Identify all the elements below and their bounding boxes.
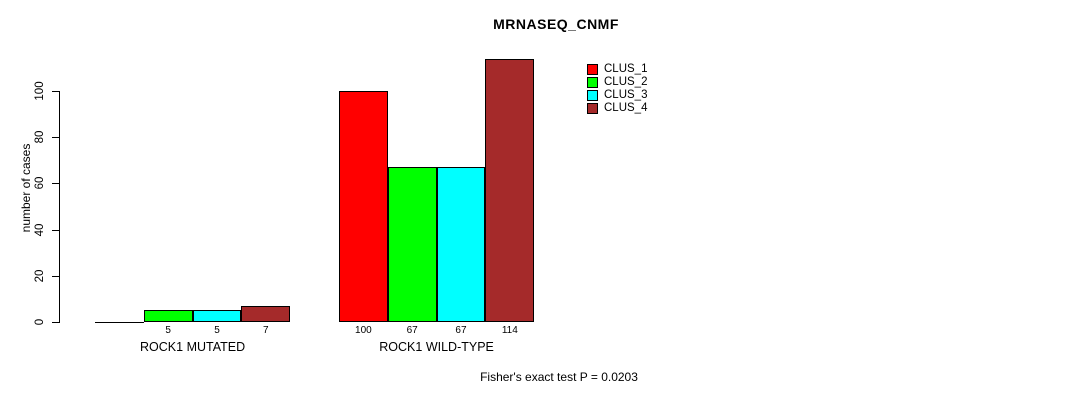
y-axis-tick-label: 40 (34, 223, 46, 237)
legend-label-clus_2: CLUS_2 (604, 76, 648, 88)
y-axis-tick-label: 100 (34, 81, 46, 101)
group-label-1: ROCK1 MUTATED (140, 340, 246, 354)
y-axis-tick (52, 183, 59, 184)
bar-value-label: 114 (501, 325, 518, 336)
legend-swatch-clus_3 (587, 90, 598, 101)
bar-clus_4-rock1-wild-type (485, 59, 535, 322)
bar-value-label: 67 (455, 325, 467, 336)
y-axis-tick (52, 230, 59, 231)
bar-clus_2-rock1-wild-type (387, 167, 437, 322)
legend-label-clus_4: CLUS_4 (604, 102, 648, 114)
y-axis-tick-label: 80 (34, 130, 46, 144)
bar-clus_3-rock1-wild-type (436, 167, 486, 322)
y-axis-tick-label: 20 (34, 269, 46, 283)
bar-value-label: 7 (263, 325, 269, 336)
legend-swatch-clus_1 (587, 64, 598, 75)
bar-clus_4-rock1-mutated (241, 306, 291, 322)
caption-text: Fisher's exact test P = 0.0203 (480, 370, 638, 384)
bar-clus_2-rock1-mutated (143, 310, 193, 322)
y-axis-tick-label: 60 (34, 176, 46, 190)
y-axis-line (59, 91, 60, 323)
legend-swatch-clus_2 (587, 77, 598, 88)
y-axis-tick (52, 322, 59, 323)
legend-label-clus_1: CLUS_1 (604, 63, 648, 75)
y-axis-tick (52, 137, 59, 138)
bar-clus_1-rock1-mutated (95, 322, 144, 323)
bar-value-label: 67 (406, 325, 418, 336)
bar-value-label: 5 (165, 325, 171, 336)
y-axis-label: number of cases (19, 143, 33, 233)
legend-swatch-clus_4 (587, 103, 598, 114)
legend-label-clus_3: CLUS_3 (604, 89, 648, 101)
chart-title: MRNASEQ_CNMF (493, 16, 619, 32)
y-axis-tick (52, 91, 59, 92)
bar-clus_1-rock1-wild-type (339, 91, 388, 322)
bar-value-label: 5 (214, 325, 220, 336)
y-axis-tick-label: 0 (34, 318, 46, 326)
group-label-2: ROCK1 WILD-TYPE (379, 340, 494, 354)
y-axis-tick (52, 276, 59, 277)
bar-value-label: 100 (355, 325, 372, 336)
bar-clus_3-rock1-mutated (192, 310, 242, 322)
